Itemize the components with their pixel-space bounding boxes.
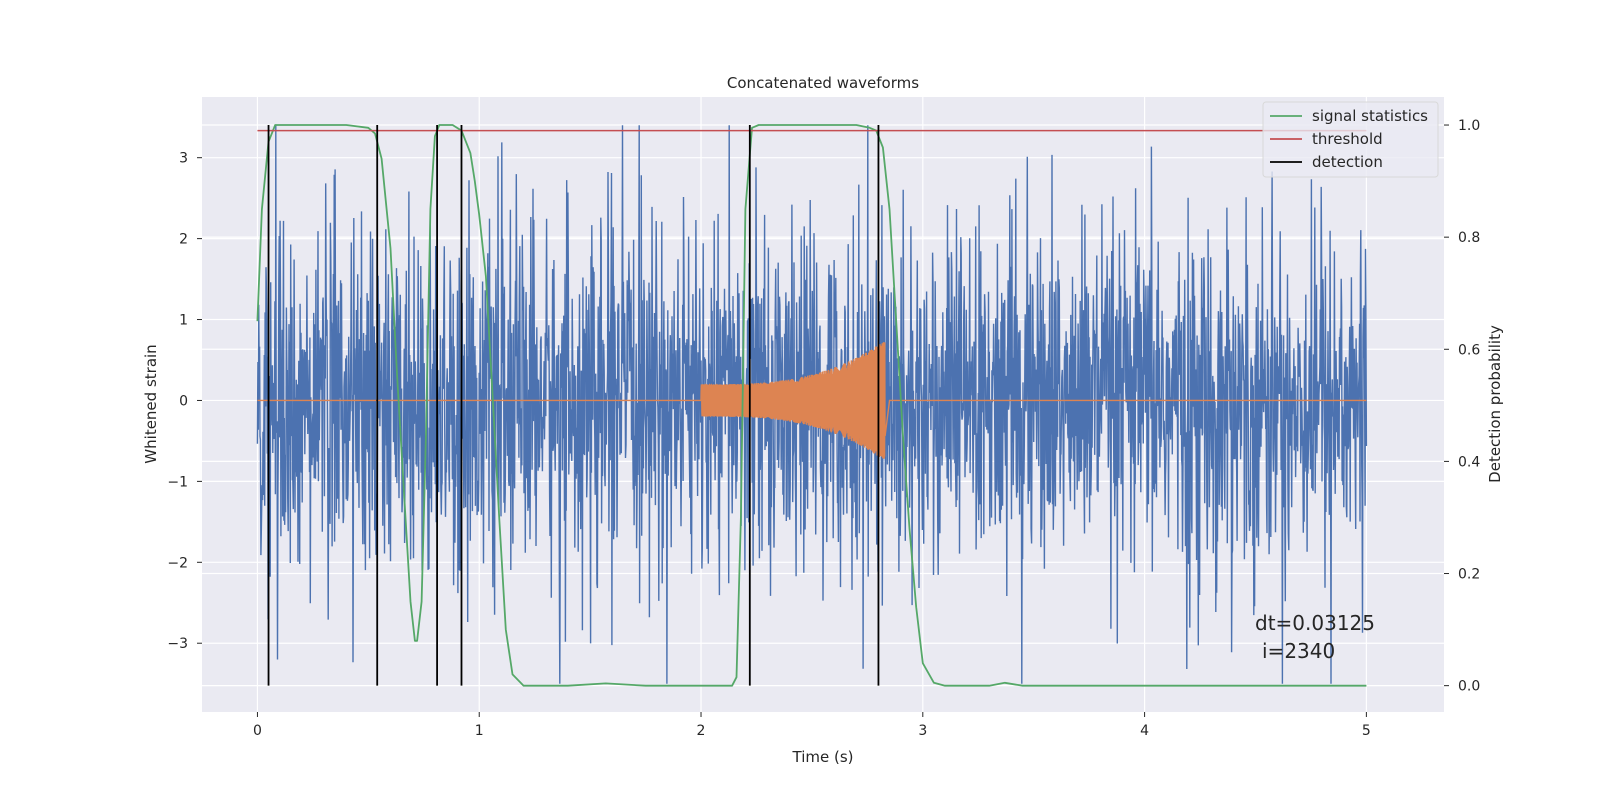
x-tick-label: 5: [1362, 723, 1371, 739]
y-tick-label: 2: [179, 232, 188, 248]
chart-title: Concatenated waveforms: [727, 74, 919, 92]
annotation: dt=0.03125 i=2340: [1255, 611, 1375, 663]
signal-statistics-line: [256, 124, 1367, 687]
x-tick-label: 2: [697, 723, 706, 739]
plot-area: [256, 124, 1368, 687]
x-tick-label: 4: [1140, 723, 1149, 739]
x-tick-label: 3: [918, 723, 927, 739]
annotation-i: i=2340: [1262, 639, 1335, 663]
y-tick-label: −3: [167, 636, 188, 652]
y-right-tick-label: 0.0: [1458, 679, 1480, 695]
y-right-tick-label: 1.0: [1458, 118, 1480, 134]
legend-box: [1262, 101, 1439, 178]
x-tick-label: 0: [253, 723, 262, 739]
y-right-tick-label: 0.8: [1458, 230, 1480, 246]
y-axis-label: Whitened strain: [142, 344, 160, 463]
y-tick-label: −2: [167, 555, 188, 571]
y-tick-label: 1: [179, 313, 188, 329]
y-right-tick-label: 0.4: [1458, 454, 1480, 470]
legend-label-threshold: threshold: [1312, 130, 1383, 148]
y-tick-label: 0: [179, 393, 188, 409]
axes: 0 1 2 3 4 5 −3 −2 −1 0 1 2 3 0.0 0.2 0.4 0.6 0.8 1.0: [167, 118, 1480, 739]
legend: signal statistics threshold detection: [1262, 101, 1439, 178]
annotation-dt: dt=0.03125: [1255, 611, 1375, 635]
y-right-axis-label: Detection probability: [1486, 325, 1504, 483]
x-tick-label: 1: [475, 723, 484, 739]
y-tick-label: −1: [167, 474, 188, 490]
chirp-series-line: [257, 342, 1367, 459]
x-axis-label: Time (s): [792, 748, 854, 766]
y-tick-label: 3: [179, 151, 188, 167]
y-right-tick-label: 0.6: [1458, 342, 1480, 358]
legend-label-detection: detection: [1312, 153, 1383, 171]
y-right-tick-label: 0.2: [1458, 567, 1480, 583]
legend-label-signal-statistics: signal statistics: [1312, 107, 1428, 125]
